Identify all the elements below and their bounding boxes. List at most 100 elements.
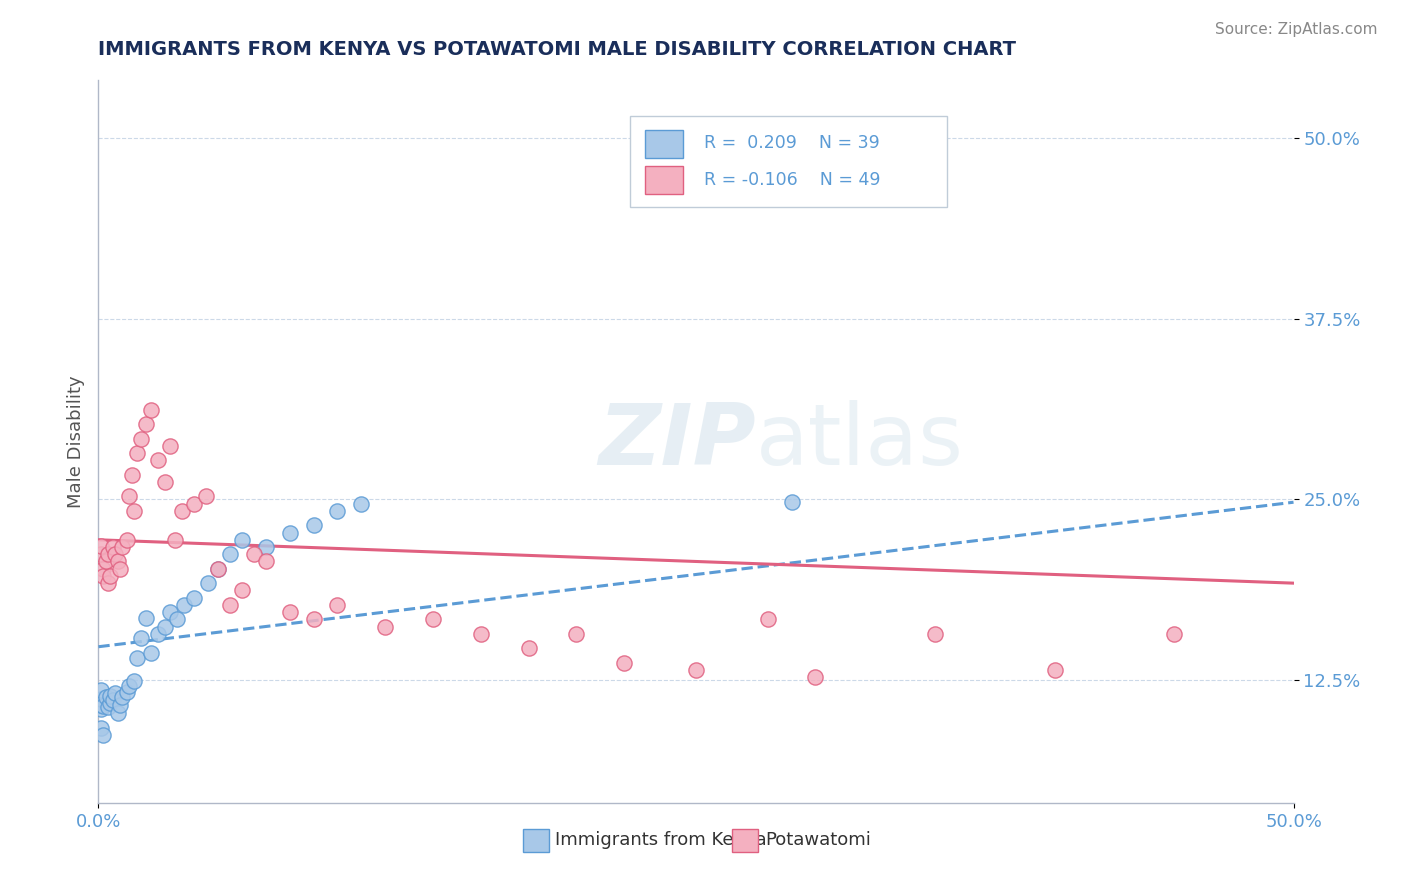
Point [159, 439, 181, 453]
Point [155, 619, 177, 633]
Point [125, 651, 148, 665]
Point [172, 504, 194, 518]
Point [195, 490, 218, 504]
Point [125, 446, 148, 460]
Point [243, 547, 266, 561]
Point [231, 533, 253, 547]
Text: Potawatomi: Potawatomi [765, 831, 872, 849]
Point [90, 721, 112, 735]
Point [159, 605, 181, 619]
Text: R =  0.209    N = 39: R = 0.209 N = 39 [704, 134, 880, 153]
Point [278, 525, 301, 540]
Point [302, 612, 325, 626]
Point [90, 702, 112, 716]
Point [470, 626, 492, 640]
Point [90, 683, 112, 698]
Point [804, 670, 827, 684]
Point [163, 533, 186, 547]
Point [780, 495, 803, 509]
Point [91, 728, 114, 742]
Point [104, 686, 127, 700]
Point [183, 497, 205, 511]
Point [118, 490, 141, 504]
Text: ZIP: ZIP [598, 400, 756, 483]
Point [90, 691, 112, 706]
Point [254, 540, 277, 554]
Point [107, 554, 129, 568]
Point [97, 700, 120, 714]
Point [91, 698, 114, 713]
Point [350, 497, 373, 511]
Point [124, 504, 146, 518]
Point [197, 576, 219, 591]
Y-axis label: Male Disability: Male Disability [66, 376, 84, 508]
Point [101, 540, 124, 554]
Point [613, 656, 636, 670]
Point [91, 562, 114, 576]
Point [565, 626, 588, 640]
Point [107, 706, 129, 721]
Point [115, 533, 138, 547]
Point [207, 562, 229, 576]
Point [1043, 663, 1066, 677]
Point [278, 605, 301, 619]
Point [97, 547, 120, 561]
FancyBboxPatch shape [644, 166, 683, 194]
Point [101, 693, 124, 707]
Point [183, 591, 205, 605]
Point [231, 583, 253, 598]
Point [219, 598, 242, 612]
Point [97, 576, 120, 591]
Point [326, 598, 349, 612]
Point [139, 402, 162, 417]
Point [148, 453, 170, 467]
Point [98, 689, 122, 703]
Point [756, 171, 779, 186]
Point [90, 539, 112, 553]
Point [111, 540, 134, 554]
Point [90, 547, 112, 561]
Point [115, 684, 138, 698]
Point [166, 612, 188, 626]
Point [924, 626, 946, 640]
Point [121, 467, 143, 482]
Text: Immigrants from Kenya: Immigrants from Kenya [555, 831, 766, 849]
Point [131, 631, 153, 645]
Point [254, 554, 277, 568]
Point [302, 518, 325, 533]
Point [756, 612, 779, 626]
FancyBboxPatch shape [630, 117, 948, 207]
Point [135, 611, 157, 625]
Text: IMMIGRANTS FROM KENYA VS POTAWATOMI MALE DISABILITY CORRELATION CHART: IMMIGRANTS FROM KENYA VS POTAWATOMI MALE… [98, 40, 1017, 59]
Point [207, 562, 229, 576]
Point [173, 598, 195, 612]
Point [124, 674, 146, 689]
Point [94, 690, 117, 705]
Text: R = -0.106    N = 49: R = -0.106 N = 49 [704, 171, 880, 189]
Point [135, 417, 157, 432]
Point [155, 475, 177, 489]
Point [685, 663, 707, 677]
Point [139, 646, 162, 660]
Point [148, 626, 170, 640]
Point [517, 641, 540, 656]
Point [98, 569, 122, 583]
Point [104, 547, 127, 561]
FancyBboxPatch shape [523, 829, 548, 852]
Point [422, 612, 444, 626]
Point [131, 432, 153, 446]
Point [108, 698, 131, 712]
Text: Source: ZipAtlas.com: Source: ZipAtlas.com [1215, 22, 1378, 37]
Point [91, 569, 114, 583]
Point [1163, 626, 1185, 640]
FancyBboxPatch shape [733, 829, 758, 852]
Point [326, 504, 349, 518]
Text: atlas: atlas [756, 400, 963, 483]
FancyBboxPatch shape [644, 130, 683, 158]
Point [90, 698, 112, 712]
Point [94, 554, 117, 568]
Point [118, 679, 141, 693]
Point [374, 619, 396, 633]
Point [108, 562, 131, 576]
Point [219, 547, 242, 561]
